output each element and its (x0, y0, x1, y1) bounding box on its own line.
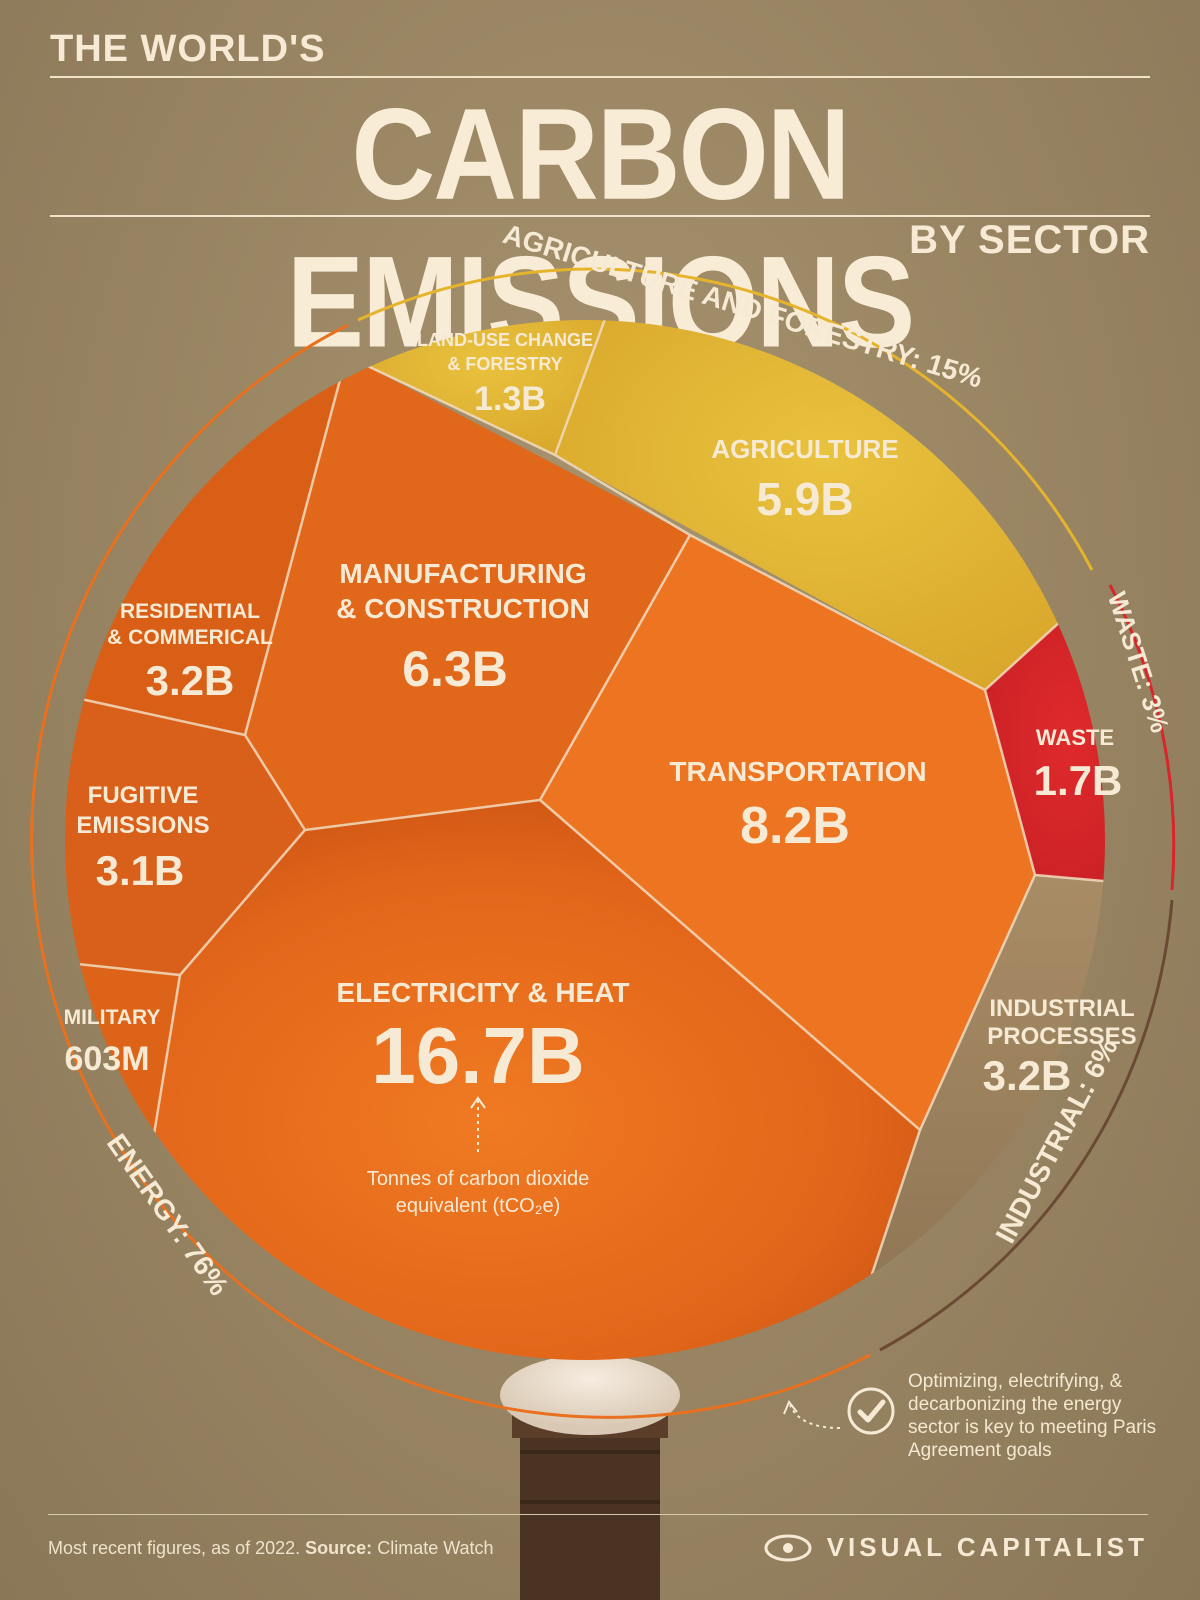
brand: VISUAL CAPITALIST (763, 1532, 1148, 1563)
region-waste (985, 590, 1105, 885)
region-transportation (540, 535, 1035, 1130)
sector-value: 5.9B (756, 473, 853, 525)
sector-name-line: EMISSIONS (76, 812, 209, 839)
sector-residential-commercial: RESIDENTIAL & COMMERICAL 3.2B (107, 600, 273, 704)
sector-name-line: LAND-USE CHANGE (417, 330, 593, 350)
group-brackets (30, 267, 1176, 1419)
page-subtitle: BY SECTOR (909, 218, 1150, 262)
page-title: CARBON EMISSIONS (286, 81, 916, 375)
bracket-agriculture (357, 267, 1094, 571)
bracket-waste (1108, 584, 1176, 891)
unit-note-line: equivalent (tCO₂e) (396, 1195, 561, 1217)
sector-name-line: TRANSPORTATION (669, 756, 926, 787)
title-kicker: THE WORLD'S (50, 28, 326, 70)
region-industrial-processes (860, 875, 1105, 1340)
sector-name-line: AGRICULTURE (711, 434, 898, 464)
note-arrow-head (783, 1400, 798, 1415)
sector-value: 3.1B (96, 847, 185, 894)
title-rule-top (50, 76, 1150, 78)
header: THE WORLD'S CARBON EMISSIONS BY SECTOR (50, 0, 1150, 375)
footer-rule (48, 1514, 1148, 1515)
sector-name-line: FUGITIVE (88, 782, 199, 809)
region-electricity-heat (65, 800, 920, 1360)
sector-name-line: & CONSTRUCTION (336, 593, 590, 624)
sector-fugitive-emissions: FUGITIVE EMISSIONS 3.1B (76, 782, 209, 894)
sector-manufacturing-construction: MANUFACTURING & CONSTRUCTION 6.3B (336, 558, 590, 697)
sector-name-line: RESIDENTIAL (120, 600, 260, 623)
sector-name-line: MILITARY (64, 1006, 161, 1029)
sector-waste: WASTE 1.7B (1034, 725, 1123, 804)
sector-transportation: TRANSPORTATION 8.2B (669, 756, 926, 855)
unit-annotation: Tonnes of carbon dioxide equivalent (tCO… (367, 1096, 589, 1217)
sector-value: 3.2B (146, 657, 235, 704)
footer: Most recent figures, as of 2022. Source:… (48, 1514, 1148, 1574)
sector-agriculture: AGRICULTURE 5.9B (711, 434, 898, 525)
treemap-regions (65, 320, 1105, 1360)
source-label: Source: (305, 1538, 373, 1558)
brand-name: VISUAL CAPITALIST (826, 1532, 1148, 1562)
sector-name-line: MANUFACTURING (339, 558, 586, 589)
sector-name-line: & FORESTRY (447, 354, 562, 374)
source-value: Climate Watch (377, 1538, 494, 1558)
visual-capitalist-logo-icon (764, 1534, 812, 1561)
sector-value: 16.7B (371, 1011, 584, 1100)
region-fugitive-emissions (65, 690, 305, 975)
sector-name-line: WASTE (1036, 725, 1114, 750)
unit-note-line: Tonnes of carbon dioxide (367, 1168, 589, 1190)
title-rule-bottom (50, 215, 1150, 217)
sector-name-line: PROCESSES (987, 1023, 1136, 1050)
sector-name-line: & COMMERICAL (107, 626, 273, 649)
checkmark-icon (847, 1387, 895, 1435)
chimney (500, 1355, 680, 1600)
sector-name-line: ELECTRICITY & HEAT (337, 977, 630, 1008)
note-arrow (789, 1404, 841, 1429)
sector-name-line: INDUSTRIAL (989, 995, 1134, 1022)
source-line: Most recent figures, as of 2022. Source:… (48, 1538, 494, 1559)
sector-value: 1.3B (474, 380, 546, 418)
sector-electricity-heat: ELECTRICITY & HEAT 16.7B (337, 977, 630, 1100)
sector-value: 6.3B (402, 641, 508, 697)
sector-value: 603M (64, 1040, 149, 1078)
region-manufacturing-construction (245, 360, 690, 830)
sector-value: 8.2B (740, 797, 850, 855)
sector-value: 1.7B (1034, 757, 1123, 804)
sector-land-use: LAND-USE CHANGE & FORESTRY 1.3B (417, 330, 593, 418)
sector-value: 3.2B (983, 1052, 1072, 1099)
source-prefix: Most recent figures, as of 2022. (48, 1538, 301, 1558)
sector-industrial-processes: INDUSTRIAL PROCESSES 3.2B (983, 995, 1137, 1099)
bracket-energy (30, 323, 871, 1419)
bracket-industrial (879, 899, 1174, 1352)
energy-note: Optimizing, electrifying, & decarbonizin… (908, 1371, 1157, 1461)
sector-military: MILITARY 603M (64, 1006, 161, 1078)
share-label-waste: WASTE: 3% (1102, 588, 1176, 736)
